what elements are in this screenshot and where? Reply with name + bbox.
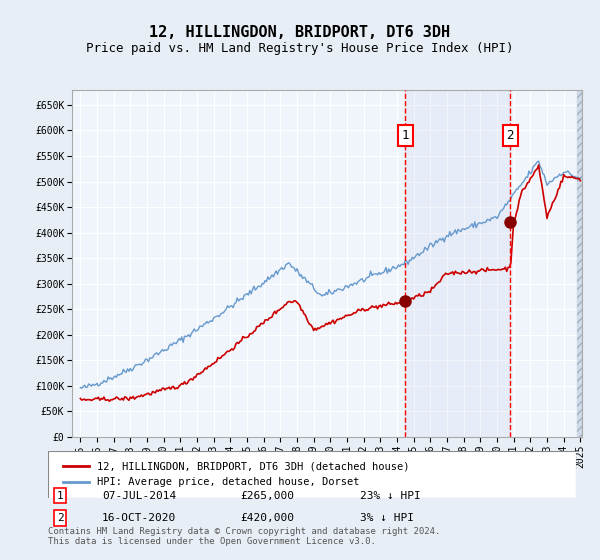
Text: 2: 2 (506, 129, 514, 142)
Text: £420,000: £420,000 (240, 513, 294, 523)
Text: £265,000: £265,000 (240, 491, 294, 501)
Text: 3% ↓ HPI: 3% ↓ HPI (360, 513, 414, 523)
Text: 12, HILLINGDON, BRIDPORT, DT6 3DH: 12, HILLINGDON, BRIDPORT, DT6 3DH (149, 25, 451, 40)
Text: 16-OCT-2020: 16-OCT-2020 (102, 513, 176, 523)
Text: 1: 1 (56, 491, 64, 501)
Polygon shape (577, 90, 582, 437)
Text: Price paid vs. HM Land Registry's House Price Index (HPI): Price paid vs. HM Land Registry's House … (86, 42, 514, 55)
Text: Contains HM Land Registry data © Crown copyright and database right 2024.
This d: Contains HM Land Registry data © Crown c… (48, 526, 440, 546)
Text: 2: 2 (56, 513, 64, 523)
Bar (406, 90, 510, 437)
Text: 07-JUL-2014: 07-JUL-2014 (102, 491, 176, 501)
Text: 1: 1 (401, 129, 409, 142)
Legend: 12, HILLINGDON, BRIDPORT, DT6 3DH (detached house), HPI: Average price, detached: 12, HILLINGDON, BRIDPORT, DT6 3DH (detac… (58, 458, 413, 491)
Text: 23% ↓ HPI: 23% ↓ HPI (360, 491, 421, 501)
FancyBboxPatch shape (48, 451, 576, 498)
